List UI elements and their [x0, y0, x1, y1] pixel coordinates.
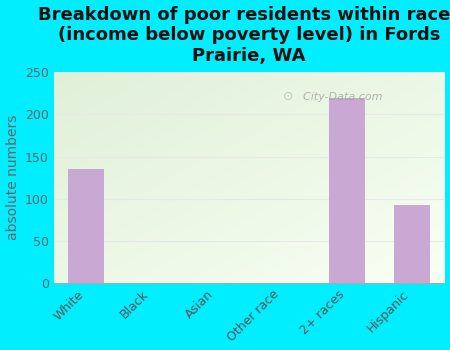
- Y-axis label: absolute numbers: absolute numbers: [5, 115, 19, 240]
- Title: Breakdown of poor residents within races
(income below poverty level) in Fords
P: Breakdown of poor residents within races…: [38, 6, 450, 65]
- Bar: [329, 98, 364, 283]
- Text: ⊙: ⊙: [283, 90, 293, 103]
- Bar: [68, 169, 104, 283]
- Bar: [394, 204, 430, 283]
- Text: City-Data.com: City-Data.com: [296, 92, 382, 102]
